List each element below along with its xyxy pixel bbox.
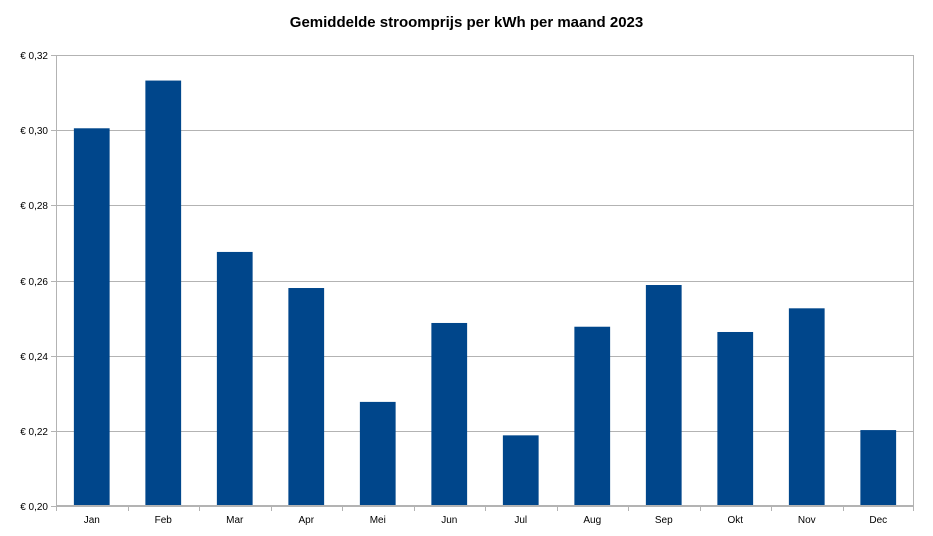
- x-tick-label: Mei: [370, 515, 386, 526]
- x-tick-label: Apr: [298, 515, 314, 526]
- bar-mei: [359, 401, 396, 506]
- plot-frame: [56, 55, 914, 506]
- bar-jun: [431, 322, 468, 506]
- grid-lines: [56, 55, 914, 507]
- x-tick-label: Feb: [155, 515, 173, 526]
- x-tick-label: Sep: [655, 515, 673, 526]
- bar-mar: [216, 251, 253, 506]
- bar-apr: [288, 288, 325, 506]
- bar-aug: [574, 326, 611, 506]
- x-tick-label: Mar: [226, 515, 244, 526]
- y-tick-label: € 0,30: [20, 126, 48, 137]
- bar-feb: [145, 80, 182, 506]
- x-tick-label: Jul: [514, 515, 527, 526]
- axes: [51, 55, 914, 511]
- bar-nov: [788, 308, 825, 506]
- y-tick-label: € 0,28: [20, 201, 48, 212]
- bar-sep: [645, 285, 682, 506]
- bar-jan: [73, 128, 110, 506]
- y-tick-label: € 0,26: [20, 277, 48, 288]
- bar-dec: [860, 430, 897, 506]
- y-tick-labels: € 0,20 € 0,22 € 0,24 € 0,26 € 0,28 € 0,30 € 0,…: [20, 51, 48, 513]
- chart-title: Gemiddelde stroomprijs per kWh per maand…: [289, 14, 644, 31]
- bar-okt: [717, 331, 754, 506]
- x-tick-label: Nov: [798, 515, 816, 526]
- y-tick-label: € 0,22: [20, 427, 48, 438]
- x-tick-label: Jun: [441, 515, 457, 526]
- y-tick-label: € 0,24: [20, 352, 48, 363]
- bars: [73, 80, 897, 506]
- y-tick-label: € 0,32: [20, 51, 48, 62]
- y-tick-label: € 0,20: [20, 502, 48, 513]
- x-tick-label: Aug: [583, 515, 601, 526]
- x-tick-label: Okt: [727, 515, 743, 526]
- bar-jul: [502, 435, 539, 506]
- x-tick-labels: Jan Feb Mar Apr Mei Jun Jul Aug Sep Okt Nov Dec: [84, 515, 887, 526]
- x-tick-label: Jan: [84, 515, 100, 526]
- x-tick-label: Dec: [869, 515, 887, 526]
